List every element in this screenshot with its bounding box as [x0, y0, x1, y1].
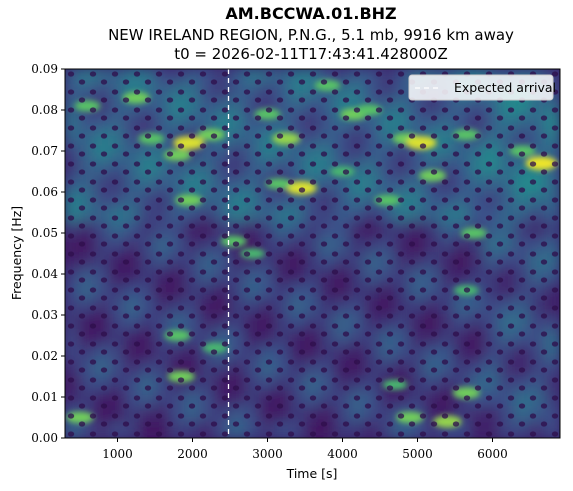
y-axis-label: Frequency [Hz] [9, 206, 24, 300]
legend: Expected arrival [408, 74, 556, 101]
x-tick-label: 3000 [252, 447, 283, 461]
y-tick-label: 0.04 [31, 267, 58, 281]
y-tick-label: 0.06 [31, 185, 58, 199]
legend-box [408, 74, 554, 101]
y-tick-label: 0.00 [31, 431, 58, 445]
x-tick-label: 2000 [177, 447, 208, 461]
heatmap-speckle [65, 69, 560, 438]
x-tick-label: 4000 [327, 447, 358, 461]
y-tick-label: 0.05 [31, 226, 58, 240]
y-tick-label: 0.03 [31, 308, 58, 322]
y-axis-ticks: 0.00 0.01 0.02 0.03 0.04 0.05 0.06 0.07 0.08 0.09 [31, 62, 65, 445]
chart-title: AM.BCCWA.01.BHZ [225, 4, 396, 23]
x-axis-label: Time [s] [286, 466, 338, 481]
x-axis-ticks: 1000 2000 3000 4000 5000 6000 [102, 438, 508, 461]
y-tick-label: 0.02 [31, 349, 58, 363]
x-tick-label: 1000 [102, 447, 133, 461]
y-tick-label: 0.08 [31, 103, 58, 117]
plot-frame [64, 68, 561, 439]
x-tick-label: 6000 [477, 447, 508, 461]
chart-t0: t0 = 2026-02-11T17:43:41.428000Z [174, 45, 448, 63]
plot-area [65, 69, 560, 438]
chart-subtitle: NEW IRELAND REGION, P.N.G., 5.1 mb, 9916… [108, 26, 514, 44]
y-tick-label: 0.01 [31, 390, 58, 404]
x-tick-label: 5000 [402, 447, 433, 461]
y-tick-label: 0.09 [31, 62, 58, 76]
y-tick-label: 0.07 [31, 144, 58, 158]
legend-label: Expected arrival [454, 80, 556, 95]
